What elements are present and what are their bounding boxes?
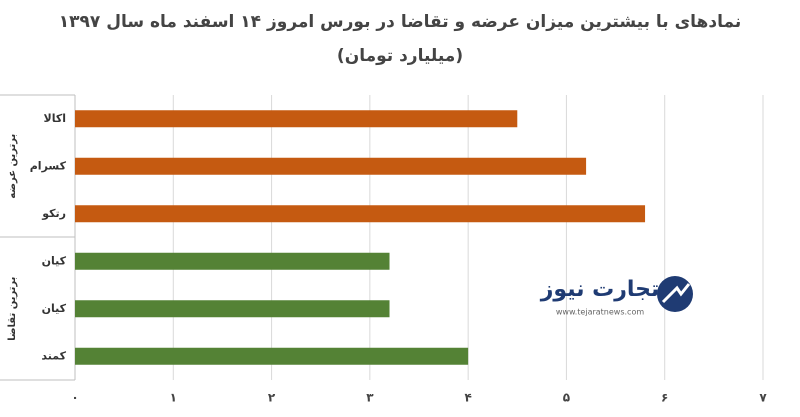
y-tick-label: کمند xyxy=(41,349,66,362)
chart-subtitle: (میلیارد تومان) xyxy=(337,46,463,66)
x-tick-label: ۷ xyxy=(759,391,767,405)
frame xyxy=(0,94,76,381)
x-tick-label: ۴ xyxy=(464,391,471,405)
chart-title: نمادهای با بیشترین میزان عرضه و تقاضا در… xyxy=(59,12,741,32)
legend-label: برترین عرضه xyxy=(7,134,18,199)
x-tick-label: ۱ xyxy=(170,391,177,405)
bar xyxy=(75,347,469,365)
bar xyxy=(75,110,518,128)
logo xyxy=(657,276,693,312)
x-tick-label: ۶ xyxy=(661,391,668,405)
y-tick-label: کیان xyxy=(42,254,67,267)
bar xyxy=(75,157,587,175)
bar xyxy=(75,300,390,318)
legend-label: برترین تقاضا xyxy=(7,277,18,341)
x-tick-label: ۵ xyxy=(563,391,570,405)
x-tick-label: ۳ xyxy=(366,391,374,405)
watermark: تجارت نیوز www.tejaratnews.com xyxy=(540,276,693,317)
y-tick-label: رتکو xyxy=(41,207,66,220)
watermark-name: تجارت نیوز xyxy=(540,277,660,302)
bar xyxy=(75,205,646,223)
y-tick-label: کیان xyxy=(42,302,67,315)
y-tick-label: کسرام xyxy=(30,159,67,172)
y-tick-label: اکالا xyxy=(44,112,67,125)
watermark-url: www.tejaratnews.com xyxy=(556,308,644,317)
x-tick-label: ۰ xyxy=(71,391,78,405)
bar xyxy=(75,252,390,270)
x-tick-label: ۲ xyxy=(268,391,276,405)
